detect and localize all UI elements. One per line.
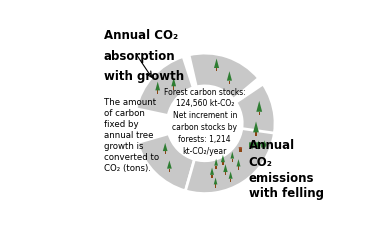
Polygon shape: [214, 59, 219, 68]
Bar: [238, 166, 239, 170]
Wedge shape: [136, 56, 193, 116]
Bar: [169, 169, 170, 172]
Bar: [216, 68, 217, 71]
Bar: [165, 151, 166, 154]
Wedge shape: [137, 134, 195, 191]
Polygon shape: [221, 155, 225, 162]
Bar: [215, 166, 217, 169]
Circle shape: [167, 86, 242, 161]
Text: with felling: with felling: [249, 187, 324, 200]
Text: The amount
of carbon
fixed by
annual tree
growth is
converted to
CO₂ (tons).: The amount of carbon fixed by annual tre…: [103, 98, 158, 173]
Polygon shape: [255, 140, 261, 150]
Text: CO₂: CO₂: [249, 156, 272, 169]
Bar: [230, 179, 231, 182]
Polygon shape: [214, 159, 218, 166]
Polygon shape: [236, 159, 241, 166]
Bar: [157, 90, 158, 94]
Bar: [232, 159, 233, 162]
Bar: [222, 162, 223, 165]
Bar: [259, 112, 260, 115]
Bar: [211, 175, 213, 178]
Polygon shape: [256, 101, 262, 112]
Polygon shape: [253, 121, 259, 132]
Text: Forest carbon stocks:
124,560 kt-CO₂
Net increment in
carbon stocks by
forests: : Forest carbon stocks: 124,560 kt-CO₂ Net…: [164, 87, 245, 155]
Bar: [229, 81, 230, 84]
Text: absorption: absorption: [103, 50, 175, 63]
Wedge shape: [236, 84, 275, 150]
Polygon shape: [171, 77, 176, 86]
Bar: [215, 184, 216, 188]
Text: Annual CO₂: Annual CO₂: [103, 29, 177, 42]
Polygon shape: [261, 140, 267, 150]
Polygon shape: [214, 178, 217, 184]
Polygon shape: [227, 71, 232, 81]
Polygon shape: [210, 168, 214, 175]
Polygon shape: [223, 164, 228, 172]
Bar: [173, 86, 174, 90]
Text: Annual: Annual: [249, 139, 295, 152]
Bar: [239, 148, 242, 152]
Ellipse shape: [239, 147, 242, 149]
Wedge shape: [189, 53, 259, 99]
Polygon shape: [229, 171, 233, 179]
Polygon shape: [231, 152, 234, 159]
Polygon shape: [249, 140, 255, 150]
Polygon shape: [155, 82, 160, 90]
Text: emissions: emissions: [249, 172, 314, 185]
Polygon shape: [167, 160, 172, 169]
Bar: [255, 132, 256, 136]
Bar: [225, 172, 226, 175]
Polygon shape: [163, 143, 168, 151]
Text: with growth: with growth: [103, 70, 184, 83]
Wedge shape: [185, 128, 274, 194]
